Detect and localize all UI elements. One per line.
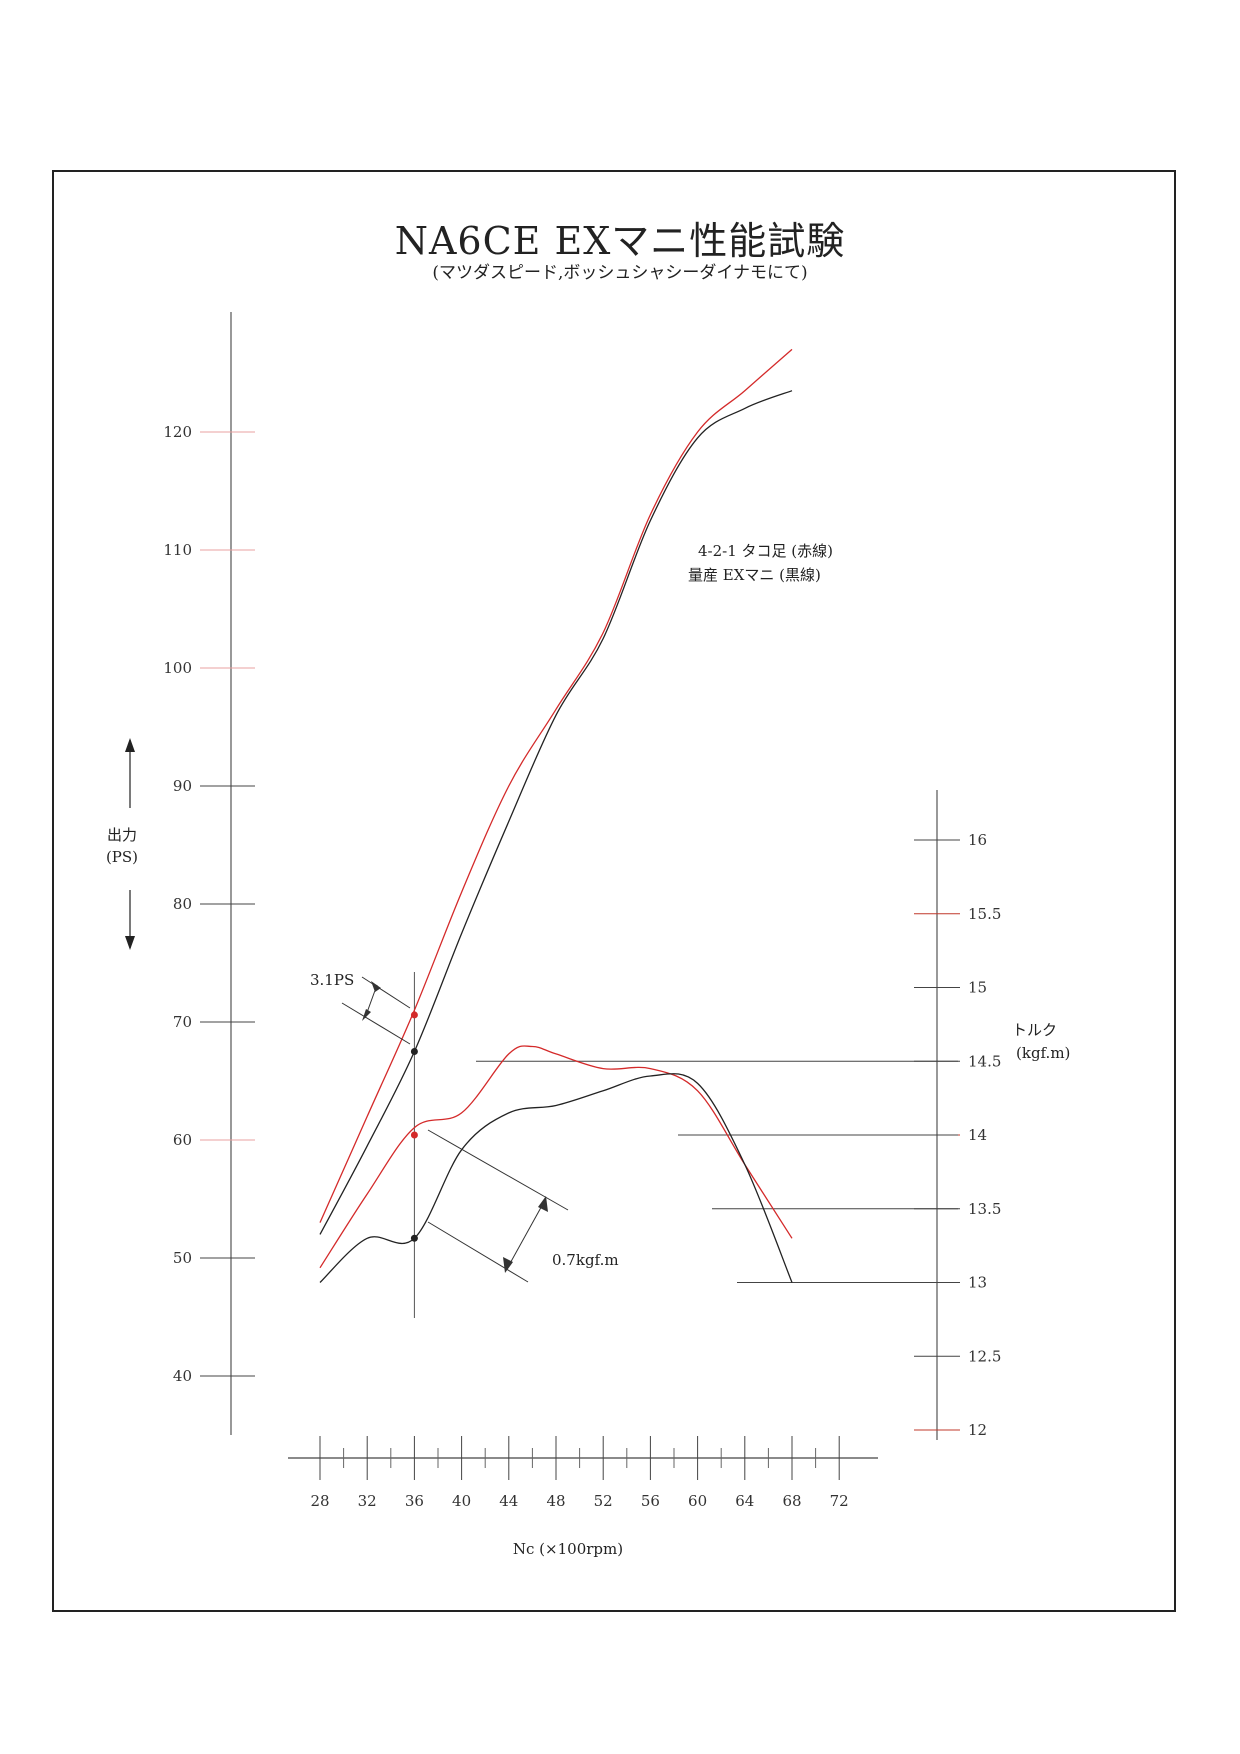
x-axis-label: Nc (×100rpm)	[513, 1540, 623, 1558]
y-right-tick-label: 16	[968, 831, 987, 849]
x-tick-label: 64	[735, 1492, 754, 1510]
y-left-tick-label: 90	[173, 777, 192, 795]
y-right-tick-label: 14	[968, 1126, 987, 1144]
y-left-tick-label: 50	[173, 1249, 192, 1267]
y-right-tick-label: 12.5	[968, 1347, 1001, 1365]
chart-frame	[52, 170, 1176, 1612]
arrowhead-icon	[371, 981, 381, 992]
x-tick-label: 48	[546, 1492, 565, 1510]
y-left-tick-label: 120	[163, 423, 192, 441]
y-right-tick-label: 13.5	[968, 1200, 1001, 1218]
black-torque-series-line	[319, 1073, 793, 1283]
y-right-tick-label: 13	[968, 1274, 987, 1292]
marker-dot	[410, 1131, 418, 1139]
y-right-tick-label: 15.5	[968, 905, 1001, 923]
legend-line1: 4-2-1 タコ足 (赤線)	[698, 542, 833, 560]
y-right-label-line1: トルク	[1012, 1021, 1057, 1039]
arrowhead-icon	[503, 1257, 513, 1273]
x-tick-label: 72	[830, 1492, 849, 1510]
y-right-tick-label: 15	[968, 979, 987, 997]
x-tick-label: 32	[358, 1492, 377, 1510]
black-power-series-line	[319, 390, 793, 1235]
power-diff-label: 3.1PS	[310, 971, 354, 989]
y-left-tick-label: 70	[173, 1013, 192, 1031]
marker-dot	[410, 1048, 418, 1055]
legend-line2: 量産 EXマニ (黒線)	[688, 566, 821, 584]
up-arrowhead-icon	[125, 738, 135, 752]
marker-dot	[410, 1234, 418, 1242]
y-right-tick-label: 12	[968, 1421, 987, 1439]
red-torque-series-line	[319, 1045, 793, 1269]
chart-subtitle: (マツダスピード,ボッシュシャシーダイナモにて)	[432, 263, 808, 283]
torque-diff-extension-line	[427, 1129, 569, 1211]
x-tick-label: 52	[594, 1492, 613, 1510]
torque-diff-extension-line	[427, 1221, 529, 1283]
x-tick-label: 44	[499, 1492, 518, 1510]
x-tick-label: 36	[405, 1492, 424, 1510]
y-left-tick-label: 100	[163, 659, 192, 677]
torque-diff-dimension-line	[507, 1201, 545, 1268]
arrowhead-icon	[538, 1196, 548, 1212]
y-left-label-line1: 出力	[107, 826, 137, 844]
y-left-tick-label: 80	[173, 895, 192, 913]
torque-diff-label: 0.7kgf.m	[552, 1251, 619, 1269]
chart-title: NA6CE EXマニ性能試験	[394, 219, 846, 263]
x-tick-label: 40	[452, 1492, 471, 1510]
y-left-tick-label: 110	[163, 541, 192, 559]
x-tick-label: 60	[688, 1492, 707, 1510]
marker-dot	[410, 1011, 418, 1019]
arrowhead-icon	[362, 1009, 371, 1021]
power-diff-extension-line	[361, 976, 411, 1009]
x-tick-label: 28	[310, 1492, 329, 1510]
y-right-tick-label: 14.5	[968, 1052, 1001, 1070]
y-right-label-line2: (kgf.m)	[1016, 1044, 1070, 1062]
y-left-tick-label: 40	[173, 1367, 192, 1385]
x-tick-label: 56	[641, 1492, 660, 1510]
red-power-series-line	[319, 348, 793, 1223]
y-left-label-line2: (PS)	[106, 848, 138, 866]
x-tick-label: 68	[782, 1492, 801, 1510]
y-left-tick-label: 60	[173, 1131, 192, 1149]
down-arrowhead-icon	[125, 936, 135, 950]
power-diff-extension-line	[341, 1002, 411, 1045]
